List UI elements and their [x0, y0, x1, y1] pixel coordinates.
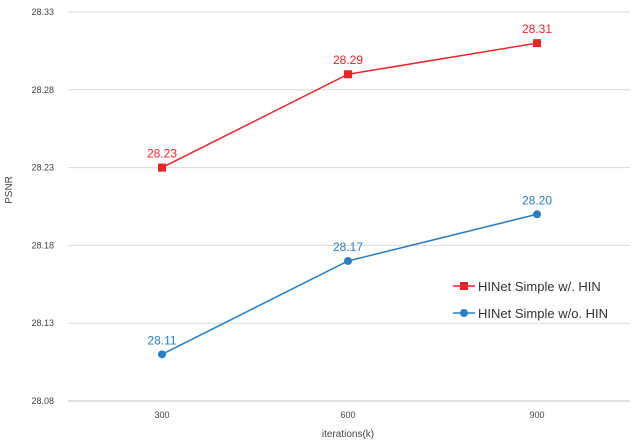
y-axis-ticks: 28.08 28.13 28.18 28.23 28.28 28.33 [31, 7, 54, 406]
data-point-marker [533, 210, 541, 219]
x-axis-ticks: 300 600 900 [154, 410, 544, 420]
data-label: 28.31 [522, 22, 552, 36]
data-point-marker [533, 39, 541, 48]
data-point-marker [158, 350, 166, 359]
data-label: 28.11 [147, 333, 176, 347]
legend-marker [460, 282, 468, 290]
x-tick-label: 600 [340, 410, 355, 420]
data-label: 28.17 [333, 240, 363, 254]
data-point-marker [158, 163, 166, 172]
series-1: 28.23 28.29 28.31 [147, 22, 552, 172]
legend-label: HINet Simple w/. HIN [478, 279, 601, 294]
data-label: 28.23 [147, 147, 177, 161]
data-label: 28.29 [333, 53, 363, 67]
y-tick-label: 28.13 [31, 318, 54, 328]
x-tick-label: 900 [529, 410, 544, 420]
data-label: 28.20 [522, 193, 552, 207]
data-point-marker [344, 70, 352, 79]
y-tick-label: 28.18 [31, 240, 54, 250]
y-axis-title: PSNR [4, 176, 15, 204]
x-axis-title: iterations(k) [322, 429, 374, 440]
series-2: 28.11 28.17 28.20 [147, 193, 552, 359]
legend: HINet Simple w/. HIN HINet Simple w/o. HI… [453, 279, 608, 321]
data-point-marker [344, 256, 352, 265]
series-group: 28.23 28.29 28.31 28.11 28.17 28.20 [147, 22, 552, 359]
y-tick-label: 28.23 [31, 163, 54, 173]
legend-marker [460, 309, 468, 317]
legend-item: HINet Simple w/o. HIN [453, 306, 608, 321]
y-tick-label: 28.28 [31, 85, 54, 95]
y-tick-label: 28.33 [31, 7, 54, 17]
legend-item: HINet Simple w/. HIN [453, 279, 601, 294]
y-tick-label: 28.08 [31, 396, 54, 406]
legend-label: HINet Simple w/o. HIN [478, 306, 608, 321]
x-tick-label: 300 [154, 410, 169, 420]
